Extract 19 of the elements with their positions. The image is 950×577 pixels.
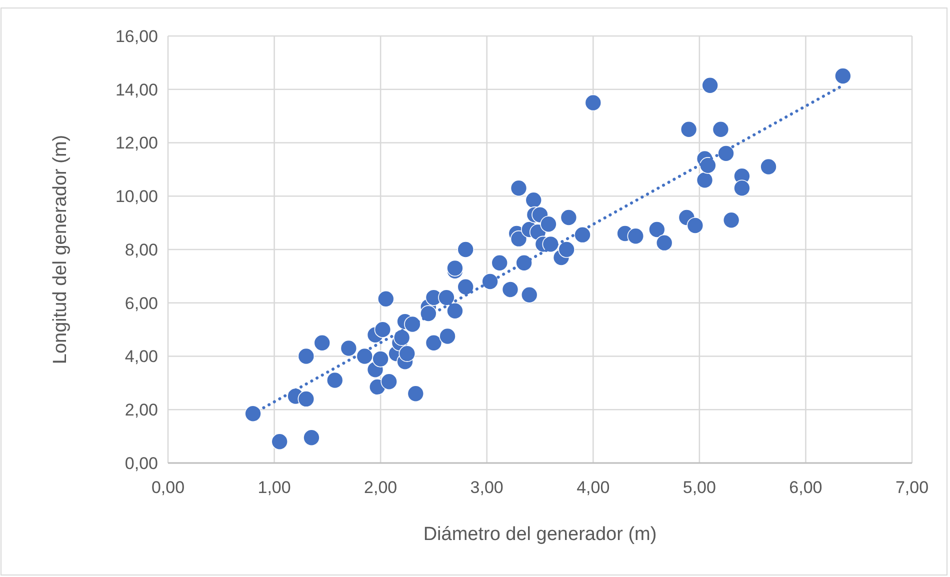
y-tick-label: 4,00 (124, 347, 158, 366)
y-tick-label: 0,00 (124, 454, 158, 473)
x-tick-label: 1,00 (258, 478, 291, 497)
x-tick-label: 2,00 (364, 478, 398, 497)
x-tick-label: 6,00 (789, 478, 822, 497)
y-tick-label: 10,00 (115, 187, 158, 206)
y-tick-label: 2,00 (124, 400, 158, 420)
x-tick-label: 7,00 (895, 478, 929, 497)
y-tick-label: 6,00 (124, 294, 158, 313)
y-tick-label: 16,00 (115, 26, 158, 46)
y-axis-title: Longitud del generador (m) (50, 134, 71, 364)
x-tick-label: 0,00 (151, 478, 185, 497)
y-tick-label: 12,00 (115, 134, 158, 153)
x-tick-label: 3,00 (470, 478, 504, 497)
x-tick-label: 5,00 (682, 478, 716, 497)
x-axis-title: Diámetro del generador (m) (423, 524, 657, 545)
x-tick-label: 4,00 (576, 478, 610, 497)
y-tick-label: 8,00 (124, 240, 158, 260)
y-tick-label: 14,00 (115, 80, 158, 100)
